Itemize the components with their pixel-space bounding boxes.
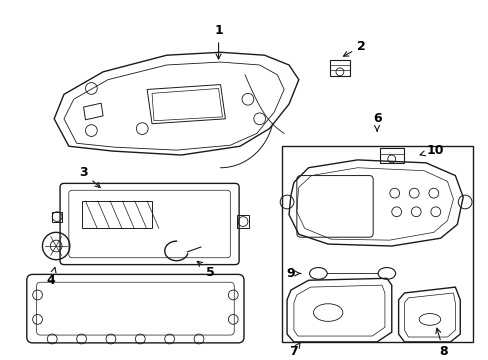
Text: 7: 7	[289, 342, 300, 358]
Text: 8: 8	[435, 328, 447, 358]
Text: 10: 10	[419, 144, 444, 157]
Text: 1: 1	[214, 24, 223, 59]
Text: 2: 2	[343, 40, 365, 56]
Text: 6: 6	[372, 112, 381, 131]
Text: 9: 9	[286, 267, 300, 280]
Text: 3: 3	[79, 166, 100, 188]
Text: 4: 4	[47, 267, 56, 287]
Text: 11: 11	[0, 359, 1, 360]
Text: 5: 5	[197, 261, 215, 279]
